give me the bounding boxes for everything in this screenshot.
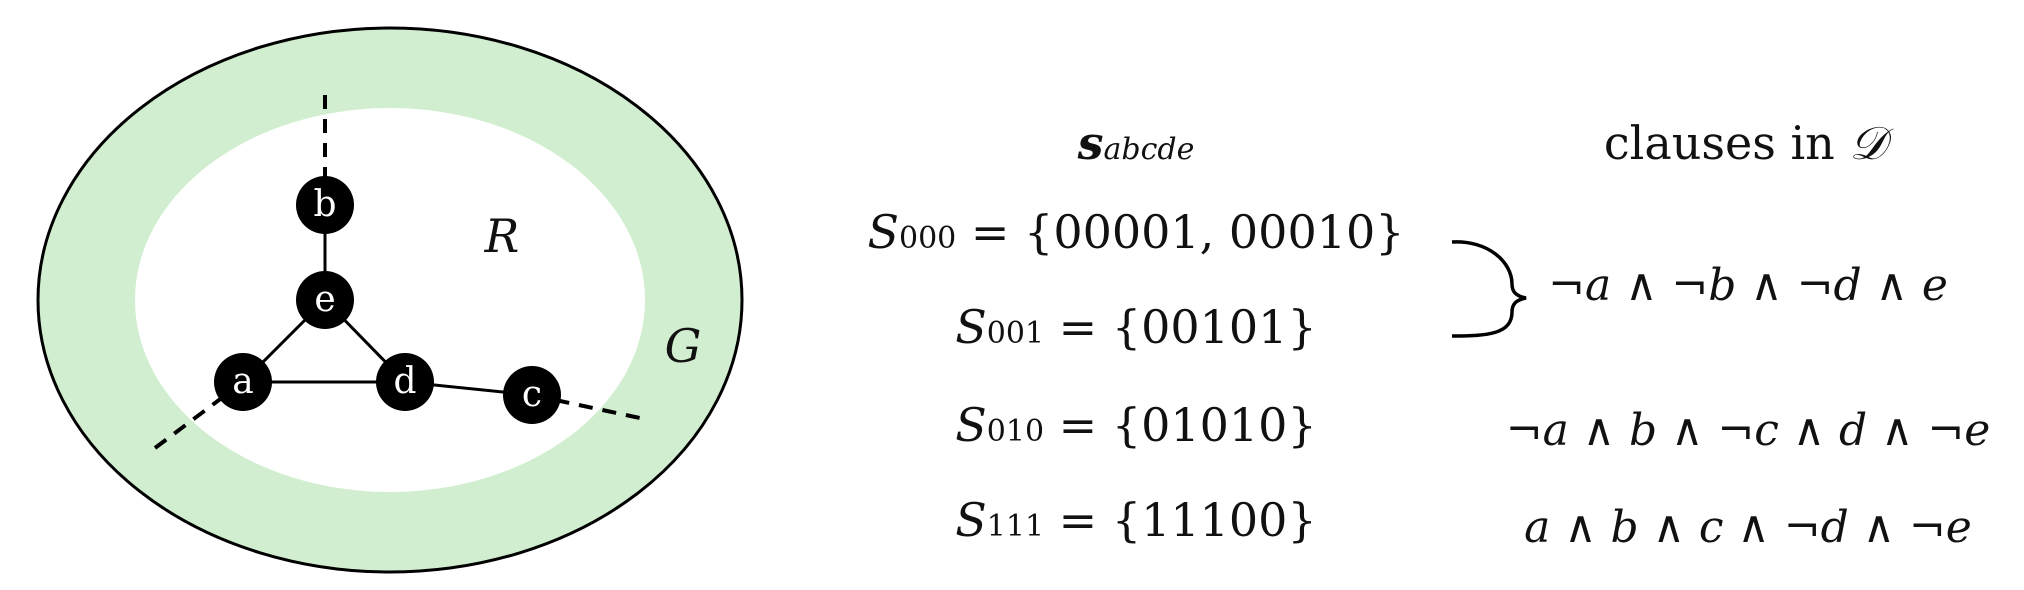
node-b: b bbox=[296, 176, 354, 234]
header-state-vector: sabcde bbox=[1078, 116, 1195, 170]
header-s-sub: abcde bbox=[1103, 132, 1195, 167]
clause-s111: a ∧ b ∧ c ∧ ¬d ∧ ¬e bbox=[1524, 502, 1972, 553]
row-s111-symbol: S bbox=[955, 493, 987, 547]
header-clauses-symbol: 𝒟 bbox=[1849, 116, 1887, 170]
node-label-b: b bbox=[313, 184, 336, 225]
row-s000-eq: = {00001, 00010} bbox=[956, 205, 1405, 259]
row-s001-symbol: S bbox=[955, 300, 987, 354]
row-s111: S111 = {11100} bbox=[955, 493, 1316, 547]
node-label-a: a bbox=[232, 361, 253, 402]
node-label-e: e bbox=[314, 279, 335, 320]
node-e: e bbox=[296, 271, 354, 329]
row-s010: S010 = {01010} bbox=[955, 398, 1316, 452]
row-s010-sub: 010 bbox=[986, 414, 1045, 449]
row-s000-sub: 000 bbox=[899, 221, 957, 256]
header-s-base: s bbox=[1077, 116, 1104, 170]
node-label-d: d bbox=[393, 361, 416, 402]
row-s001-sub: 001 bbox=[986, 316, 1045, 351]
row-s010-eq: = {01010} bbox=[1044, 398, 1317, 452]
region-label-r: R bbox=[484, 209, 520, 263]
row-s001: S001 = {00101} bbox=[955, 300, 1316, 354]
edge-a-outside bbox=[153, 380, 245, 450]
row-s000: S000 = {00001, 00010} bbox=[867, 205, 1404, 259]
brace bbox=[1451, 240, 1527, 338]
inner-region-r bbox=[135, 108, 645, 492]
row-s001-eq: = {00101} bbox=[1044, 300, 1317, 354]
clause-s000-s001: ¬a ∧ ¬b ∧ ¬d ∧ e bbox=[1548, 260, 1948, 311]
edge-c-outside bbox=[531, 393, 641, 420]
row-s000-symbol: S bbox=[867, 205, 900, 259]
node-a: a bbox=[214, 353, 272, 411]
header-clauses: clauses in 𝒟 bbox=[1604, 116, 1886, 172]
header-clauses-text: clauses in bbox=[1603, 116, 1835, 170]
node-label-c: c bbox=[522, 374, 542, 415]
row-s111-eq: = {11100} bbox=[1044, 493, 1317, 547]
row-s111-sub: 111 bbox=[986, 509, 1045, 544]
clause-s010: ¬a ∧ b ∧ ¬c ∧ d ∧ ¬e bbox=[1505, 405, 1991, 456]
node-d: d bbox=[376, 353, 434, 411]
region-label-g: G bbox=[665, 319, 702, 373]
row-s010-symbol: S bbox=[955, 398, 987, 452]
node-c: c bbox=[503, 366, 561, 424]
